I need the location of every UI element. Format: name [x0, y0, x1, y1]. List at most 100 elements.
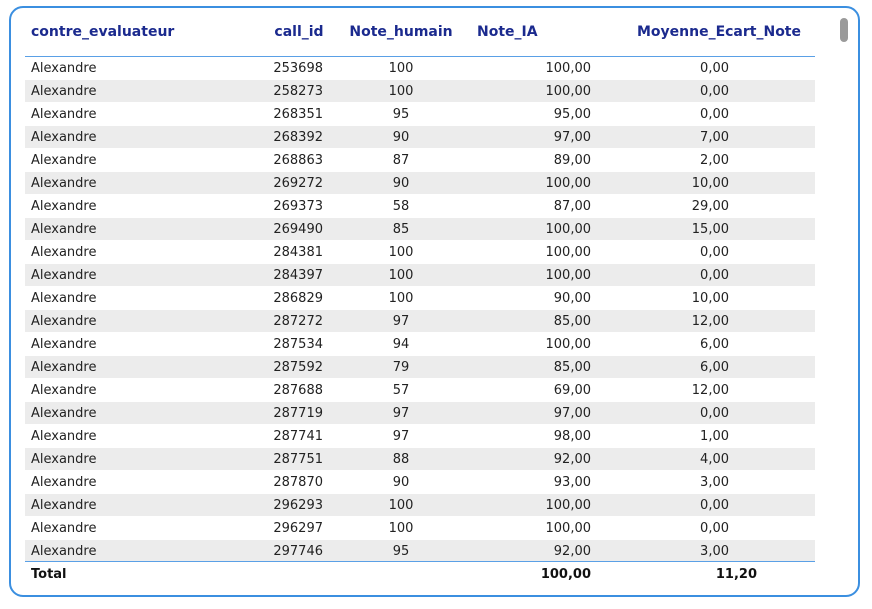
table-row[interactable]: Alexandre 286829 100 90,00 10,00	[25, 286, 815, 310]
cell-moyenne-ecart-note: 0,00	[597, 263, 815, 287]
table-row[interactable]: Alexandre 287592 79 85,00 6,00	[25, 355, 815, 379]
table-row[interactable]: Alexandre 268863 87 89,00 2,00	[25, 148, 815, 172]
table-row[interactable]: Alexandre 296293 100 100,00 0,00	[25, 493, 815, 517]
cell-note-humain: 100	[337, 56, 465, 80]
column-header-note-humain[interactable]: Note_humain	[337, 8, 465, 57]
table-container: contre_evaluateur call_id Note_humain No…	[25, 8, 815, 563]
cell-moyenne-ecart-note: 10,00	[597, 286, 815, 310]
cell-contre-evaluateur: Alexandre	[25, 355, 255, 379]
column-header-moyenne-ecart-note[interactable]: Moyenne_Ecart_Note	[597, 8, 815, 57]
cell-note-humain: 87	[337, 148, 465, 172]
cell-note-humain: 100	[337, 79, 465, 103]
table-row[interactable]: Alexandre 268351 95 95,00 0,00	[25, 102, 815, 126]
cell-note-humain: 97	[337, 309, 465, 333]
cell-note-humain: 90	[337, 125, 465, 149]
cell-note-humain: 90	[337, 470, 465, 494]
cell-moyenne-ecart-note: 12,00	[597, 309, 815, 333]
table-row[interactable]: Alexandre 258273 100 100,00 0,00	[25, 79, 815, 103]
cell-note-ia: 100,00	[465, 516, 597, 540]
cell-call-id: 296293	[255, 493, 337, 517]
cell-moyenne-ecart-note: 1,00	[597, 424, 815, 448]
table-row[interactable]: Alexandre 269373 58 87,00 29,00	[25, 194, 815, 218]
table-row[interactable]: Alexandre 284381 100 100,00 0,00	[25, 240, 815, 264]
cell-moyenne-ecart-note: 0,00	[597, 401, 815, 425]
cell-call-id: 258273	[255, 79, 337, 103]
cell-call-id: 287751	[255, 447, 337, 471]
cell-call-id: 286829	[255, 286, 337, 310]
table-row[interactable]: Alexandre 253698 100 100,00 0,00	[25, 56, 815, 80]
table-row[interactable]: Alexandre 269490 85 100,00 15,00	[25, 217, 815, 241]
cell-contre-evaluateur: Alexandre	[25, 401, 255, 425]
cell-note-humain: 79	[337, 355, 465, 379]
cell-contre-evaluateur: Alexandre	[25, 148, 255, 172]
cell-moyenne-ecart-note: 10,00	[597, 171, 815, 195]
table-row[interactable]: Alexandre 287741 97 98,00 1,00	[25, 424, 815, 448]
cell-call-id: 287719	[255, 401, 337, 425]
cell-contre-evaluateur: Alexandre	[25, 447, 255, 471]
cell-moyenne-ecart-note: 0,00	[597, 102, 815, 126]
table-visual: contre_evaluateur call_id Note_humain No…	[9, 6, 860, 597]
cell-note-ia: 100,00	[465, 217, 597, 241]
cell-moyenne-ecart-note: 0,00	[597, 79, 815, 103]
cell-note-ia: 100,00	[465, 493, 597, 517]
cell-contre-evaluateur: Alexandre	[25, 217, 255, 241]
cell-call-id: 269272	[255, 171, 337, 195]
cell-note-ia: 97,00	[465, 125, 597, 149]
cell-moyenne-ecart-note: 0,00	[597, 56, 815, 80]
table-row[interactable]: Alexandre 287870 90 93,00 3,00	[25, 470, 815, 494]
table-row[interactable]: Alexandre 297746 95 92,00 3,00	[25, 539, 815, 563]
cell-note-humain: 58	[337, 194, 465, 218]
scrollbar-thumb-icon[interactable]	[840, 18, 848, 42]
cell-contre-evaluateur: Alexandre	[25, 332, 255, 356]
cell-note-ia: 90,00	[465, 286, 597, 310]
cell-contre-evaluateur: Alexandre	[25, 56, 255, 80]
cell-note-humain: 100	[337, 286, 465, 310]
cell-moyenne-ecart-note: 3,00	[597, 539, 815, 563]
cell-contre-evaluateur: Alexandre	[25, 102, 255, 126]
cell-call-id: 268863	[255, 148, 337, 172]
cell-call-id: 284397	[255, 263, 337, 287]
column-header-contre-evaluateur[interactable]: contre_evaluateur	[25, 8, 255, 57]
cell-note-ia: 95,00	[465, 102, 597, 126]
cell-contre-evaluateur: Alexandre	[25, 194, 255, 218]
table-row[interactable]: Alexandre 269272 90 100,00 10,00	[25, 171, 815, 195]
table-body: Alexandre 253698 100 100,00 0,00 Alexandre 258…	[25, 56, 815, 563]
cell-call-id: 268351	[255, 102, 337, 126]
table-row[interactable]: Alexandre 284397 100 100,00 0,00	[25, 263, 815, 287]
cell-moyenne-ecart-note: 0,00	[597, 516, 815, 540]
cell-note-ia: 92,00	[465, 447, 597, 471]
cell-contre-evaluateur: Alexandre	[25, 125, 255, 149]
cell-moyenne-ecart-note: 15,00	[597, 217, 815, 241]
cell-note-ia: 100,00	[465, 171, 597, 195]
cell-contre-evaluateur: Alexandre	[25, 171, 255, 195]
cell-note-humain: 95	[337, 539, 465, 563]
cell-moyenne-ecart-note: 2,00	[597, 148, 815, 172]
cell-call-id: 287592	[255, 355, 337, 379]
cell-contre-evaluateur: Alexandre	[25, 539, 255, 563]
table-row[interactable]: Alexandre 287688 57 69,00 12,00	[25, 378, 815, 402]
table-row[interactable]: Alexandre 287719 97 97,00 0,00	[25, 401, 815, 425]
table-row[interactable]: Alexandre 287272 97 85,00 12,00	[25, 309, 815, 333]
cell-call-id: 269490	[255, 217, 337, 241]
cell-contre-evaluateur: Alexandre	[25, 286, 255, 310]
cell-note-ia: 85,00	[465, 355, 597, 379]
table-row[interactable]: Alexandre 268392 90 97,00 7,00	[25, 125, 815, 149]
total-row: Total 100,00 11,20	[25, 562, 815, 586]
cell-call-id: 297746	[255, 539, 337, 563]
column-header-note-ia[interactable]: Note_IA	[465, 8, 597, 57]
cell-note-ia: 89,00	[465, 148, 597, 172]
table-row[interactable]: Alexandre 296297 100 100,00 0,00	[25, 516, 815, 540]
cell-note-humain: 90	[337, 171, 465, 195]
table-row[interactable]: Alexandre 287751 88 92,00 4,00	[25, 447, 815, 471]
total-label: Total	[31, 566, 67, 582]
cell-call-id: 253698	[255, 56, 337, 80]
cell-note-ia: 93,00	[465, 470, 597, 494]
cell-note-humain: 100	[337, 240, 465, 264]
cell-moyenne-ecart-note: 12,00	[597, 378, 815, 402]
table-row[interactable]: Alexandre 287534 94 100,00 6,00	[25, 332, 815, 356]
vertical-scrollbar[interactable]	[840, 18, 848, 558]
column-header-call-id[interactable]: call_id	[255, 8, 337, 57]
cell-contre-evaluateur: Alexandre	[25, 424, 255, 448]
cell-note-humain: 97	[337, 424, 465, 448]
cell-moyenne-ecart-note: 6,00	[597, 355, 815, 379]
